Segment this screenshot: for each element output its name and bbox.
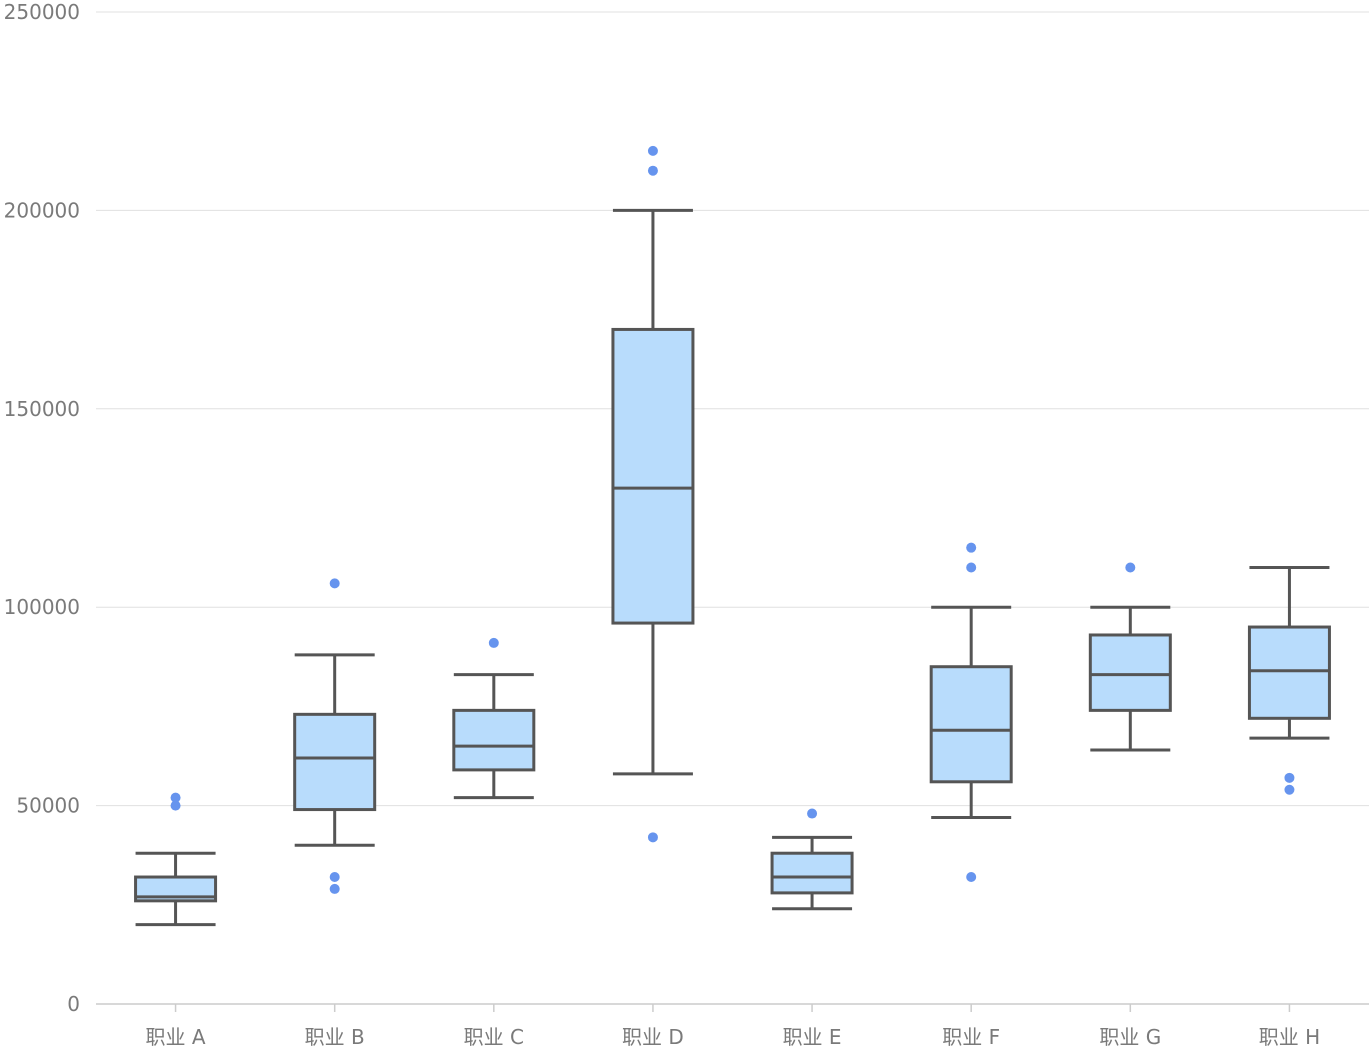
y-tick-label: 250000: [4, 0, 80, 24]
iqr-box: [1088, 633, 1172, 712]
x-tick-label: 职业 G: [1099, 1025, 1161, 1049]
box-6: [929, 605, 1013, 820]
outlier-point: [170, 800, 181, 811]
iqr-box: [1247, 625, 1331, 720]
outlier-point: [966, 542, 977, 553]
outlier-point: [966, 872, 977, 883]
iqr-box: [452, 708, 536, 772]
x-tick-label: 职业 E: [783, 1025, 842, 1049]
box-8: [1247, 566, 1331, 740]
outlier-point: [1125, 562, 1136, 573]
outlier-point: [329, 872, 340, 883]
iqr-box: [770, 851, 854, 895]
box-1: [134, 851, 218, 927]
x-tick-label: 职业 B: [305, 1025, 365, 1049]
y-tick-label: 200000: [4, 198, 80, 222]
iqr-box: [134, 875, 218, 903]
outlier-point: [1284, 784, 1295, 795]
outlier-point: [647, 165, 658, 176]
y-tick-label: 150000: [4, 397, 80, 421]
x-tick-label: 职业 D: [622, 1025, 684, 1049]
y-tick-label: 100000: [4, 595, 80, 619]
y-tick-label: 0: [67, 992, 80, 1016]
box-series: [134, 208, 1331, 927]
iqr-box: [929, 665, 1013, 784]
box-4: [611, 208, 695, 776]
iqr-box: [293, 712, 377, 812]
outlier-point: [647, 145, 658, 156]
iqr-box: [611, 327, 695, 625]
x-tick-label: 职业 C: [464, 1025, 524, 1049]
x-tick-label: 职业 A: [146, 1025, 206, 1049]
y-axis-ticks: 0 50000 100000 150000 200000 250000: [4, 0, 80, 1016]
outlier-point: [647, 832, 658, 843]
outlier-point: [966, 562, 977, 573]
box-5: [770, 835, 854, 911]
y-tick-label: 50000: [16, 794, 80, 818]
outlier-point: [329, 883, 340, 894]
outlier-point: [488, 637, 499, 648]
box-3: [452, 673, 536, 800]
outlier-point: [807, 808, 818, 819]
outlier-point: [329, 578, 340, 589]
grid-lines: [96, 11, 1369, 807]
outlier-point: [1284, 772, 1295, 783]
x-tick-label: 职业 F: [942, 1025, 1000, 1049]
outlier-point: [170, 792, 181, 803]
outlier-series: [170, 145, 1295, 894]
box-2: [293, 653, 377, 847]
x-tick-label: 职业 H: [1259, 1025, 1320, 1049]
box-7: [1088, 605, 1172, 752]
x-axis: 职业 A 职业 B 职业 C 职业 D 职业 E 职业 F 职业 G 职业 H: [96, 1003, 1369, 1049]
